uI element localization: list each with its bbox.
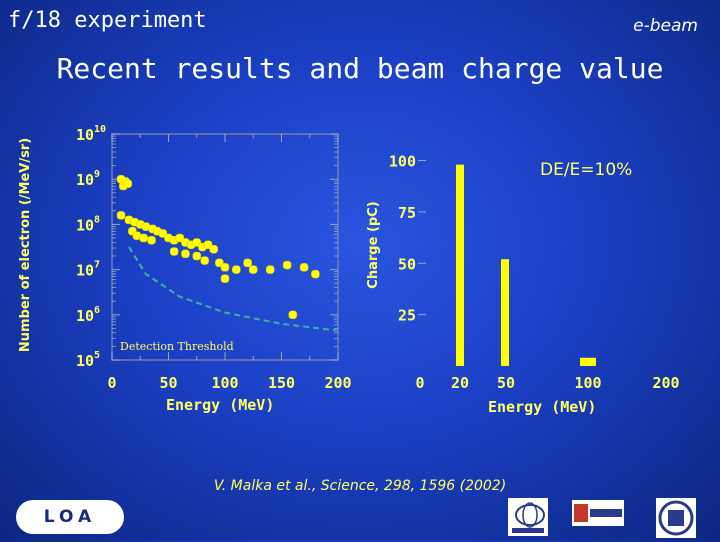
bar-x-tick-label: 0 (415, 374, 424, 392)
bar-x-axis-label: Energy (MeV) (488, 398, 597, 416)
polytechnique-logo-graphic (572, 500, 624, 526)
bar-annotation: DE/E=10% (540, 160, 633, 180)
header-tag: e-beam (633, 16, 698, 36)
bar-y-tick-label: 75 (398, 204, 416, 222)
scatter-point (123, 179, 133, 188)
scatter-point (139, 233, 148, 243)
bar-x-tick-label: 20 (451, 374, 469, 392)
scatter-point (169, 247, 179, 256)
charge-bar (501, 259, 509, 366)
scatter-y-tick-label: 10 (76, 352, 94, 370)
scatter-point (282, 260, 292, 270)
cnrs-logo (656, 498, 696, 538)
scatter-point (299, 263, 309, 272)
scatter-x-tick-label: 100 (211, 374, 238, 392)
scatter-point (209, 245, 218, 254)
cnrs-logo-graphic (658, 500, 694, 536)
citation: V. Malka et al., Science, 298, 1596 (200… (213, 478, 507, 494)
scatter-point (192, 251, 201, 261)
scatter-point (249, 265, 258, 274)
scatter-y-tick-label: 10 (76, 126, 94, 144)
scatter-y-tick-label: 10 (76, 216, 94, 234)
scatter-point (265, 265, 275, 274)
scatter-x-tick-label: 0 (107, 374, 116, 392)
bar-x-tick-label: 50 (497, 374, 515, 392)
scatter-y-tick-exponent: 9 (94, 169, 100, 180)
bar-y-tick-label: 50 (398, 255, 416, 273)
scatter-x-axis-label: Energy (MeV) (166, 396, 275, 414)
bar-y-tick-label: 25 (398, 307, 416, 325)
scatter-point (220, 274, 230, 283)
scatter-point (181, 249, 190, 259)
scatter-point (288, 310, 298, 320)
loa-logo: LOA (16, 500, 124, 534)
threshold-label: Detection Threshold (120, 340, 234, 353)
threshold-curve (128, 246, 339, 332)
bar-y-tick-label: 100 (389, 153, 416, 171)
scatter-y-tick-exponent: 10 (94, 124, 106, 135)
scatter-point (243, 258, 252, 268)
scatter-point (116, 211, 126, 220)
charge-bar (580, 357, 596, 366)
bar-x-tick-label: 200 (652, 374, 679, 392)
scatter-point (200, 256, 209, 265)
scatter-y-tick-exponent: 8 (94, 214, 100, 225)
scatter-y-tick-label: 10 (76, 307, 94, 325)
scatter-point (220, 263, 230, 272)
bar-x-tick-label: 100 (574, 374, 601, 392)
scatter-y-tick-label: 10 (76, 171, 94, 189)
scatter-x-tick-label: 50 (159, 374, 177, 392)
ensta-logo (508, 498, 548, 536)
scatter-y-tick-exponent: 7 (94, 260, 100, 271)
polytechnique-logo (572, 500, 624, 526)
scatter-point (311, 269, 320, 279)
scatter-point (147, 235, 156, 245)
header-title: f/18 experiment (8, 8, 207, 33)
ensta-logo-graphic (512, 502, 545, 533)
scatter-y-tick-exponent: 5 (94, 350, 100, 361)
scatter-x-tick-label: 200 (324, 374, 351, 392)
scatter-point (232, 265, 241, 274)
slide-title: Recent results and beam charge value (56, 52, 664, 85)
scatter-y-tick-exponent: 6 (94, 305, 100, 316)
scatter-y-tick-label: 10 (76, 262, 94, 280)
charge-bar (456, 164, 464, 366)
scatter-x-tick-label: 150 (268, 374, 295, 392)
